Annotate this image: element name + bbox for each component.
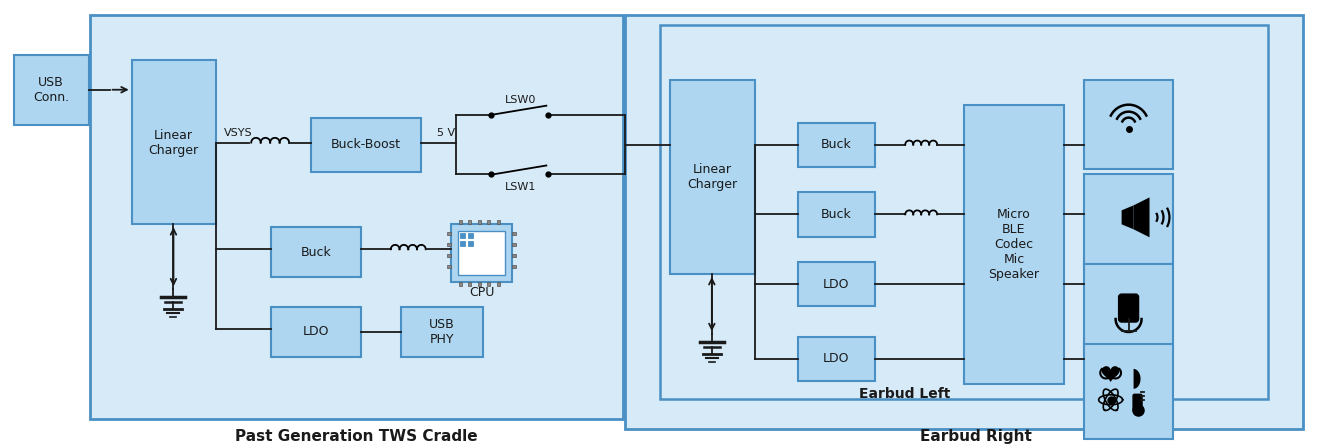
Text: LDO: LDO: [824, 352, 850, 365]
Bar: [14, 55, 88, 124]
FancyBboxPatch shape: [1133, 394, 1141, 411]
Text: Buck: Buck: [301, 246, 331, 259]
Text: LDO: LDO: [303, 326, 330, 339]
Bar: [670, 80, 755, 274]
Polygon shape: [1122, 205, 1133, 229]
Text: Micro
BLE
Codec
Mic
Speaker: Micro BLE Codec Mic Speaker: [988, 208, 1040, 281]
Text: LSW1: LSW1: [505, 182, 536, 192]
Bar: [797, 192, 875, 237]
Bar: [963, 105, 1064, 384]
Bar: [132, 60, 216, 224]
Text: Earbud Left: Earbud Left: [858, 387, 950, 401]
Text: USB
Conn.: USB Conn.: [33, 76, 69, 104]
Bar: [447, 265, 451, 268]
Text: Buck: Buck: [821, 208, 851, 221]
Polygon shape: [1102, 366, 1119, 382]
Bar: [625, 15, 1304, 429]
Bar: [459, 220, 461, 224]
Bar: [513, 243, 517, 246]
Bar: [90, 15, 623, 419]
Bar: [1083, 80, 1173, 169]
Bar: [451, 224, 513, 282]
Bar: [468, 233, 473, 238]
Bar: [513, 265, 517, 268]
Text: Linear
Charger: Linear Charger: [149, 128, 199, 157]
Bar: [797, 262, 875, 306]
Text: Buck-Boost: Buck-Boost: [331, 138, 401, 151]
Text: CPU: CPU: [469, 285, 494, 299]
Bar: [1083, 344, 1173, 439]
Bar: [797, 123, 875, 168]
Bar: [513, 254, 517, 257]
Bar: [272, 307, 361, 357]
Bar: [1083, 264, 1173, 354]
Bar: [459, 282, 461, 286]
Bar: [457, 231, 506, 275]
Text: Past Generation TWS Cradle: Past Generation TWS Cradle: [235, 429, 477, 444]
Text: Linear
Charger: Linear Charger: [687, 164, 737, 191]
Bar: [797, 337, 875, 381]
Bar: [488, 282, 490, 286]
Text: LDO: LDO: [824, 278, 850, 291]
Polygon shape: [1133, 198, 1149, 237]
Bar: [311, 118, 420, 173]
Text: VSYS: VSYS: [224, 128, 253, 138]
Polygon shape: [1133, 360, 1140, 389]
Text: LSW0: LSW0: [505, 95, 536, 105]
Bar: [468, 220, 471, 224]
Bar: [460, 241, 464, 246]
Bar: [468, 282, 471, 286]
Bar: [401, 307, 482, 357]
Bar: [477, 220, 481, 224]
Bar: [1083, 174, 1173, 264]
Text: USB
PHY: USB PHY: [428, 318, 455, 346]
Bar: [272, 227, 361, 277]
Bar: [468, 241, 473, 246]
Bar: [460, 233, 464, 238]
Text: Buck: Buck: [821, 138, 851, 151]
Bar: [488, 220, 490, 224]
Bar: [447, 243, 451, 246]
Bar: [477, 282, 481, 286]
Text: Earbud Right: Earbud Right: [920, 429, 1032, 444]
Text: 5 V: 5 V: [436, 128, 455, 138]
Bar: [497, 220, 500, 224]
Bar: [447, 254, 451, 257]
Bar: [447, 232, 451, 235]
Bar: [497, 282, 500, 286]
Bar: [660, 25, 1268, 399]
FancyBboxPatch shape: [1119, 294, 1139, 322]
Bar: [513, 232, 517, 235]
